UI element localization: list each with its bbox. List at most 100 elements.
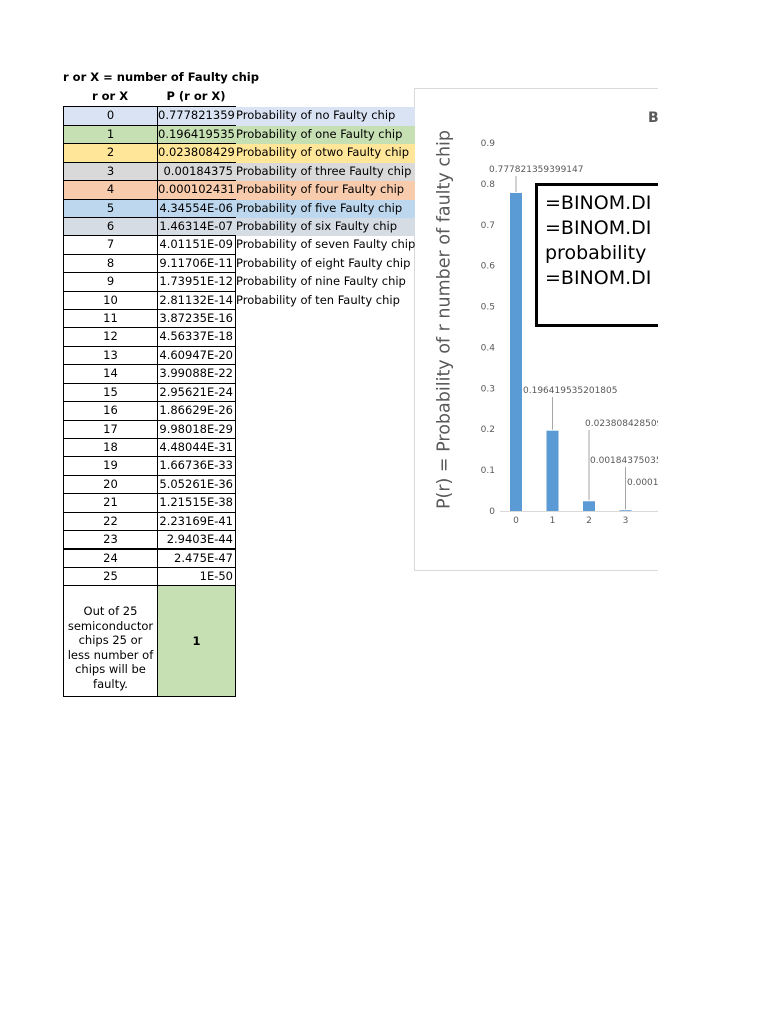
annotation-text: =BINOM.DI xyxy=(545,192,651,214)
r-cell: 22 xyxy=(63,511,158,532)
p-cell: 3.87235E-16 xyxy=(157,309,236,329)
p-cell: 0.00184375 xyxy=(157,161,236,182)
r-cell: 12 xyxy=(63,327,158,347)
p-cell: 2.23169E-41 xyxy=(157,511,236,532)
p-cell: 9.98018E-29 xyxy=(157,419,236,439)
x-tick-label: 3 xyxy=(623,516,629,526)
r-cell: 0 xyxy=(63,106,158,126)
note-cell: Probability of five Faulty chip xyxy=(235,199,415,218)
p-cell: 1E-50 xyxy=(157,566,236,587)
note-cell: Probability of nine Faulty chip xyxy=(236,274,406,289)
note-cell: Probability of ten Faulty chip xyxy=(236,292,400,307)
r-cell: 20 xyxy=(63,474,158,495)
r-cell: 4 xyxy=(63,180,158,200)
chart-area xyxy=(414,88,658,571)
annotation-text: probability xyxy=(545,242,646,264)
r-cell: 19 xyxy=(63,456,158,476)
y-tick-label: 0.1 xyxy=(481,466,495,476)
p-cell: 4.48044E-31 xyxy=(157,437,236,458)
p-cell: 3.99088E-22 xyxy=(157,364,236,384)
bar xyxy=(546,430,559,511)
p-cell: 4.34554E-06 xyxy=(157,198,236,218)
chart-title: B xyxy=(648,110,659,126)
x-tick-label: 1 xyxy=(550,516,556,526)
r-cell: 15 xyxy=(63,382,158,403)
r-cell: 7 xyxy=(63,235,158,255)
p-cell: 1.73951E-12 xyxy=(157,272,236,292)
p-cell: 1.86629E-26 xyxy=(157,401,236,421)
annotation-box xyxy=(535,183,658,327)
y-tick-label: 0.8 xyxy=(481,180,496,190)
r-cell: 13 xyxy=(63,345,158,366)
note-cell: Probability of no Faulty chip xyxy=(235,107,415,126)
y-tick-label: 0 xyxy=(489,507,495,517)
note-cell: Probability of eight Faulty chip xyxy=(236,255,411,270)
note-cell: Probability of one Faulty chip xyxy=(235,125,415,145)
p-cell: 1.46314E-07 xyxy=(157,216,236,237)
p-cell: 0.023808429 xyxy=(157,143,236,163)
r-cell: 2 xyxy=(63,143,158,163)
r-cell: 11 xyxy=(63,309,158,329)
note-cell: Probability of six Faulty chip xyxy=(235,217,415,237)
y-tick-label: 0.9 xyxy=(481,139,496,149)
p-cell: 9.11706E-11 xyxy=(157,253,236,274)
p-cell: 2.9403E-44 xyxy=(157,530,236,550)
r-cell: 9 xyxy=(63,272,158,292)
p-cell: 1.21515E-38 xyxy=(157,493,236,513)
bar xyxy=(619,510,632,511)
note-cell: Probability of otwo Faulty chip xyxy=(235,144,415,163)
r-cell: 17 xyxy=(63,419,158,439)
r-cell: 16 xyxy=(63,401,158,421)
r-cell: 23 xyxy=(63,530,158,550)
note-cell: Probability of four Faulty chip xyxy=(235,181,415,200)
data-label: 0.0238084285093097 xyxy=(585,419,685,429)
column-header: r or X xyxy=(91,89,129,103)
y-axis-label: P(r) = Probability of r number of faulty… xyxy=(434,129,455,510)
data-label: 0.0001 xyxy=(627,478,659,488)
y-tick-label: 0.6 xyxy=(481,262,496,272)
x-tick-label: 0 xyxy=(513,516,519,526)
y-tick-label: 0.4 xyxy=(481,343,496,353)
p-cell: 0.000102431 xyxy=(157,180,236,200)
y-tick-label: 0.2 xyxy=(481,425,495,435)
annotation-text: =BINOM.DI xyxy=(545,217,651,239)
p-cell: 2.95621E-24 xyxy=(157,382,236,403)
data-label: 0.777821359399147 xyxy=(489,165,583,175)
note-cell: Probability of seven Faulty chip xyxy=(236,237,415,252)
data-label: 0.196419535201805 xyxy=(523,386,617,396)
note-cell: Probability of three Faulty chip xyxy=(235,162,415,182)
p-cell: 2.81132E-14 xyxy=(157,290,236,311)
p-cell: 2.475E-47 xyxy=(157,548,236,568)
p-cell: 0.777821359 xyxy=(157,106,236,126)
summary-value: 1 xyxy=(157,585,236,697)
r-cell: 18 xyxy=(63,437,158,458)
r-cell: 24 xyxy=(63,548,158,568)
summary-label: Out of 25 semiconductor chips 25 or less… xyxy=(63,585,158,697)
column-header: P (r or X) xyxy=(166,89,226,103)
p-cell: 5.05261E-36 xyxy=(157,474,236,495)
r-cell: 21 xyxy=(63,493,158,513)
r-cell: 14 xyxy=(63,364,158,384)
r-cell: 1 xyxy=(63,124,158,145)
p-cell: 4.60947E-20 xyxy=(157,345,236,366)
p-cell: 4.56337E-18 xyxy=(157,327,236,347)
r-cell: 3 xyxy=(63,161,158,182)
y-tick-label: 0.3 xyxy=(481,384,495,394)
r-cell: 6 xyxy=(63,216,158,237)
r-cell: 25 xyxy=(63,566,158,587)
r-cell: 8 xyxy=(63,253,158,274)
x-tick-label: 2 xyxy=(586,516,592,526)
y-tick-label: 0.7 xyxy=(481,221,495,231)
p-cell: 4.01151E-09 xyxy=(157,235,236,255)
p-cell: 1.66736E-33 xyxy=(157,456,236,476)
p-cell: 0.196419535 xyxy=(157,124,236,145)
r-cell: 10 xyxy=(63,290,158,311)
y-tick-label: 0.5 xyxy=(481,303,495,313)
annotation-text: =BINOM.DI xyxy=(545,267,651,289)
data-label: 0.00184375035 xyxy=(590,456,662,466)
bar xyxy=(510,192,522,511)
bar xyxy=(583,501,595,511)
r-cell: 5 xyxy=(63,198,158,218)
table-caption: r or X = number of Faulty chip xyxy=(63,70,259,84)
